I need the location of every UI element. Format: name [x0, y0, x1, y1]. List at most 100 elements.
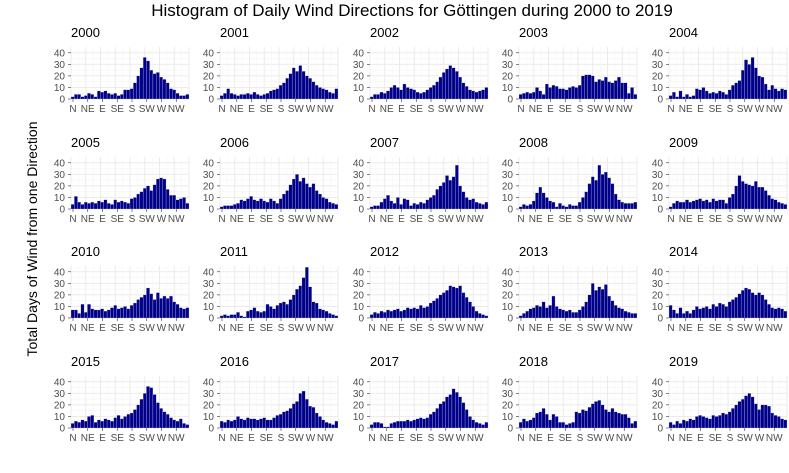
y-tick-label: 10	[54, 412, 66, 423]
histogram-bar	[74, 309, 78, 319]
histogram-bar	[531, 307, 536, 319]
histogram-bar	[525, 310, 529, 319]
histogram-bar	[139, 67, 144, 100]
histogram-bar	[93, 203, 98, 210]
histogram-bar	[288, 73, 293, 100]
histogram-bar	[90, 415, 95, 429]
histogram-bar	[282, 411, 286, 429]
histogram-bar	[590, 176, 595, 210]
histogram-bar	[120, 94, 124, 100]
histogram-bar	[708, 93, 712, 100]
x-tick-label: NW	[168, 104, 185, 115]
histogram-bar	[432, 300, 436, 319]
histogram-bar	[87, 203, 91, 210]
histogram-bar	[668, 206, 673, 210]
histogram-bar	[675, 420, 679, 429]
histogram-bar	[298, 181, 303, 210]
y-tick-label: 10	[353, 83, 365, 94]
x-tick-label: W	[306, 433, 316, 444]
x-tick-label: SE	[709, 433, 723, 444]
y-tick-label: 30	[203, 389, 215, 400]
histogram-bar	[607, 295, 611, 319]
histogram-bar	[554, 416, 559, 429]
x-tick-label: SW	[139, 433, 156, 444]
histogram-bar	[255, 310, 260, 319]
histogram-bar	[74, 196, 78, 210]
histogram-bar	[386, 90, 390, 100]
histogram-bar	[255, 419, 260, 429]
y-tick-label: 10	[203, 83, 215, 94]
histogram-bar	[701, 200, 706, 210]
histogram-bar	[242, 419, 247, 429]
y-tick-label: 40	[54, 48, 66, 59]
histogram-bar	[731, 408, 735, 429]
y-tick-label: 20	[502, 400, 514, 411]
y-tick-label: 0	[657, 205, 663, 216]
x-tick-label: SW	[288, 104, 305, 115]
x-tick-label: NE	[230, 323, 244, 334]
histogram-bar	[548, 200, 552, 210]
x-tick-label: NE	[230, 214, 244, 225]
y-tick-label: 10	[652, 302, 664, 313]
histogram-bar	[87, 93, 91, 100]
x-tick-label: SE	[410, 214, 424, 225]
histogram-bar	[471, 306, 476, 319]
histogram-bar	[175, 304, 180, 319]
y-tick-label: 20	[652, 71, 664, 82]
y-tick-label: 40	[652, 377, 664, 388]
histogram-bar	[584, 191, 588, 210]
histogram-bar	[415, 91, 420, 100]
histogram-bar	[484, 201, 489, 210]
histogram-bar	[528, 204, 533, 210]
x-tick-label: W	[605, 104, 615, 115]
histogram-bar	[590, 75, 595, 100]
histogram-bar	[185, 203, 190, 210]
histogram-bar	[740, 290, 745, 319]
histogram-bar	[688, 96, 693, 100]
histogram-bar	[675, 313, 679, 319]
histogram-bar	[97, 419, 101, 429]
histogram-bar	[311, 183, 316, 210]
histogram-bar	[554, 86, 559, 100]
y-tick-label: 40	[652, 158, 664, 169]
x-tick-label: S	[428, 214, 435, 225]
histogram-bar	[328, 91, 332, 100]
y-tick-label: 30	[203, 279, 215, 290]
histogram-bar	[678, 307, 683, 319]
histogram-bar	[389, 423, 394, 429]
histogram-bar	[594, 401, 598, 429]
histogram-bar	[577, 85, 582, 100]
histogram-bar	[311, 81, 316, 100]
panel-title: 2017	[370, 354, 399, 369]
histogram-bar	[229, 314, 234, 319]
y-tick-label: 20	[353, 181, 365, 192]
histogram-bar	[269, 198, 273, 210]
x-tick-label: W	[157, 323, 167, 334]
histogram-bar	[321, 419, 326, 429]
x-tick-label: SE	[260, 214, 274, 225]
histogram-bar	[412, 89, 417, 100]
histogram-bar	[379, 423, 384, 429]
histogram-bar	[106, 93, 111, 100]
histogram-bar	[672, 309, 676, 319]
histogram-bar	[777, 307, 781, 319]
y-tick-label: 40	[203, 158, 215, 169]
histogram-bar	[165, 298, 170, 319]
y-tick-label: 30	[502, 279, 514, 290]
histogram-bar	[331, 314, 335, 319]
histogram-bar	[87, 416, 91, 429]
histogram-bar	[464, 86, 469, 100]
y-tick-label: 40	[353, 158, 365, 169]
histogram-bar	[721, 412, 725, 429]
histogram-bar	[613, 411, 618, 429]
x-tick-label: E	[248, 323, 255, 334]
histogram-bar	[149, 293, 154, 319]
histogram-bar	[438, 403, 443, 429]
histogram-bar	[152, 299, 157, 319]
x-tick-label: NE	[529, 323, 543, 334]
x-tick-label: W	[157, 104, 167, 115]
y-tick-label: 0	[358, 314, 364, 325]
x-tick-label: SE	[709, 214, 723, 225]
